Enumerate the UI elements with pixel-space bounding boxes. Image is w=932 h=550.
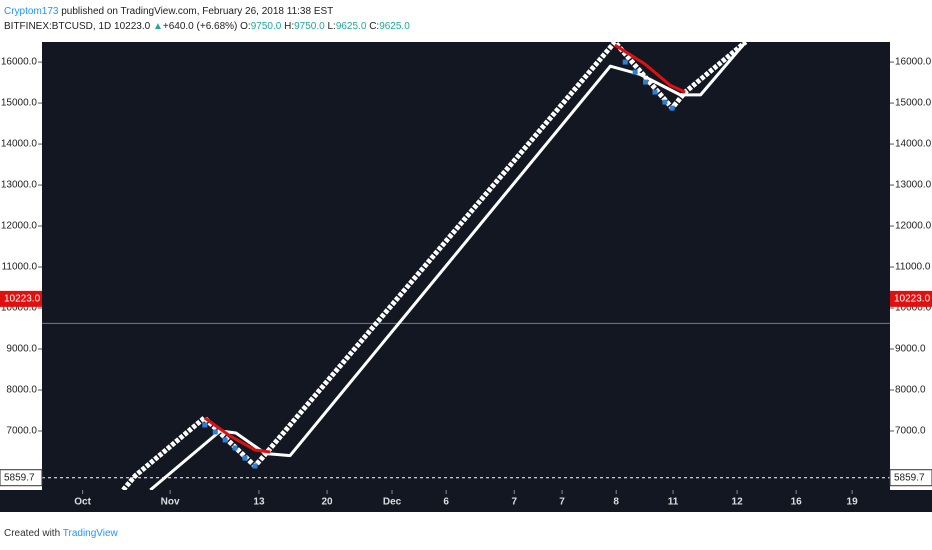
y-tick-label: 8000.0 <box>6 385 37 396</box>
marker <box>252 463 258 469</box>
marker <box>222 437 228 443</box>
price-label-box <box>0 290 42 307</box>
ohlc-label: H: <box>284 21 295 32</box>
x-tick-label: 8 <box>613 497 619 508</box>
x-tick-label: 7 <box>511 497 517 508</box>
price-label-box <box>889 469 932 487</box>
marker <box>632 69 638 75</box>
marker <box>232 445 238 451</box>
x-tick-label: Oct <box>74 497 91 508</box>
y-tick-label: 9000.0 <box>895 344 926 355</box>
x-tick-label: Nov <box>161 497 180 508</box>
y-tick-label: 12000.0 <box>895 221 932 232</box>
y-tick-label: 10000.0 <box>895 303 932 314</box>
marker <box>652 89 658 95</box>
y-tick-label: 7000.0 <box>6 426 37 437</box>
marker <box>242 455 248 461</box>
ohlc-value: 9625.0 <box>379 21 410 32</box>
y-tick-label: 7000.0 <box>895 426 926 437</box>
author[interactable]: Cryptom173 <box>4 6 59 17</box>
x-tick-label: Dec <box>383 497 402 508</box>
chart: 7000.0 7000.0 8000.0 8000.0 9000.0 9000.0 1000… <box>0 42 932 512</box>
ohlc-value: 9750.0 <box>294 21 325 32</box>
y-tick-label: 14000.0 <box>1 139 38 150</box>
y-tick-label: 9000.0 <box>6 344 37 355</box>
y-tick-label: 15000.0 <box>895 98 932 109</box>
y-tick-label: 15000.0 <box>1 98 38 109</box>
footer-brand[interactable]: TradingView <box>62 528 118 539</box>
y-tick-label: 11000.0 <box>895 262 931 273</box>
price-label-box <box>0 469 43 487</box>
price-label: 5859.7 <box>4 472 35 483</box>
y-tick-label: 8000.0 <box>895 385 926 396</box>
marker <box>202 422 208 428</box>
indicator-line <box>149 42 747 490</box>
price-label: 10223.0 <box>4 294 41 305</box>
x-tick-label: 7 <box>559 497 565 508</box>
ohlc: O:9750.0 H:9750.0 L:9625.0 C:9625.0 <box>240 21 410 32</box>
header-line-2: BITFINEX:BTCUSD, 1D 10223.0 ▲+640.0 (+6.… <box>4 19 410 34</box>
x-tick-label: 11 <box>668 497 679 508</box>
y-tick-label: 16000.0 <box>895 57 932 68</box>
marker <box>212 429 218 435</box>
x-axis-background <box>0 490 932 512</box>
plot-area <box>42 42 890 490</box>
indicator-line <box>614 43 686 94</box>
y-tick-label: 12000.0 <box>1 221 38 232</box>
header-line-1: Cryptom173 published on TradingView.com,… <box>4 4 410 19</box>
ohlc-label: C: <box>369 21 380 32</box>
x-tick-label: 13 <box>253 497 265 508</box>
ohlc-label: O: <box>240 21 251 32</box>
y-tick-label: 10000.0 <box>1 303 38 314</box>
y-tick-label: 14000.0 <box>895 139 932 150</box>
y-tick-label: 16000.0 <box>1 57 38 68</box>
y-tick-label: 13000.0 <box>895 180 932 191</box>
x-tick-label: 20 <box>322 497 334 508</box>
y-tick-label: 11000.0 <box>2 262 38 273</box>
marker <box>643 79 649 85</box>
marker <box>662 99 668 105</box>
symbol: BITFINEX:BTCUSD, 1D <box>4 21 112 32</box>
x-tick-label: 16 <box>791 497 803 508</box>
change: +640.0 (+6.68%) <box>162 21 238 32</box>
up-arrow: ▲ <box>152 21 163 32</box>
price-label: 10223.0 <box>894 294 931 305</box>
price-label: 5859.7 <box>894 472 925 483</box>
x-tick-label: 6 <box>443 497 449 508</box>
x-tick-label: 12 <box>732 497 744 508</box>
y-tick-label: 13000.0 <box>1 180 38 191</box>
last-price: 10223.0 <box>114 21 151 32</box>
ohlc-value: 9625.0 <box>335 21 367 32</box>
footer: Created with TradingView <box>4 528 118 539</box>
footer-text: Created with <box>4 528 61 539</box>
header: Cryptom173 published on TradingView.com,… <box>4 4 410 34</box>
ohlc-value: 9750.0 <box>250 21 282 32</box>
price-label-box <box>890 290 932 307</box>
indicator-line <box>203 416 271 454</box>
x-tick-label: 19 <box>847 497 859 508</box>
publish-info: published on TradingView.com, February 2… <box>61 6 334 17</box>
marker <box>622 59 628 65</box>
plot-background <box>42 42 890 490</box>
ohlc-label: L: <box>327 21 336 32</box>
marker <box>669 105 675 111</box>
renko-bricks <box>121 42 748 490</box>
